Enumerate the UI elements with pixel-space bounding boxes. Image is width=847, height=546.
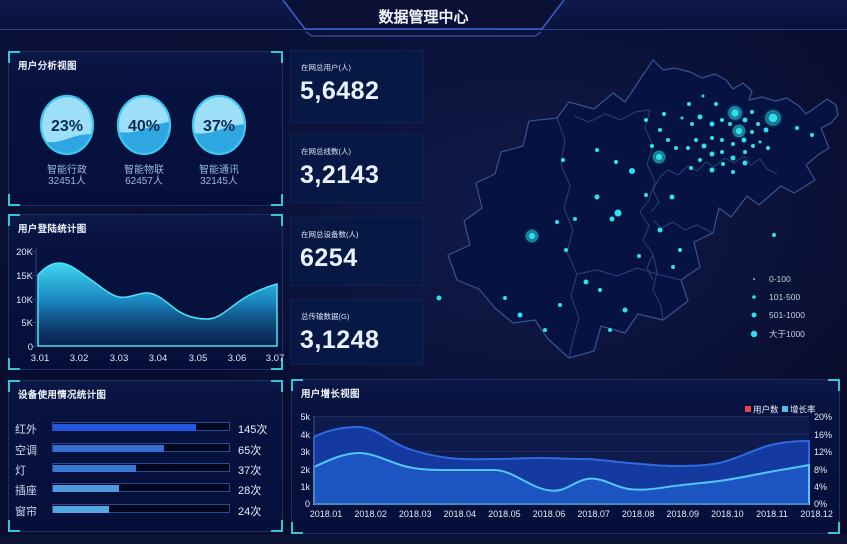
svg-text:0: 0: [305, 499, 310, 509]
svg-text:3.07: 3.07: [266, 353, 284, 364]
svg-text:5k: 5k: [300, 412, 310, 422]
svg-text:5K: 5K: [21, 318, 33, 329]
svg-text:3.03: 3.03: [110, 353, 129, 364]
svg-text:8%: 8%: [814, 465, 827, 475]
svg-text:大于1000: 大于1000: [769, 329, 805, 339]
svg-text:0: 0: [28, 342, 33, 353]
svg-text:15K: 15K: [16, 271, 34, 282]
svg-text:2018.02: 2018.02: [354, 509, 387, 519]
svg-text:0-100: 0-100: [769, 274, 791, 284]
svg-text:4%: 4%: [814, 482, 827, 492]
svg-text:3.02: 3.02: [70, 353, 89, 364]
svg-text:20%: 20%: [814, 412, 832, 422]
svg-text:16%: 16%: [814, 430, 832, 440]
svg-text:2018.06: 2018.06: [533, 509, 566, 519]
svg-text:增长率: 增长率: [790, 405, 816, 415]
svg-text:3.06: 3.06: [228, 353, 247, 364]
svg-text:0%: 0%: [814, 499, 827, 509]
svg-text:10K: 10K: [16, 295, 34, 306]
svg-text:用户数: 用户数: [753, 405, 779, 415]
svg-text:3.04: 3.04: [149, 353, 168, 364]
svg-text:2018.09: 2018.09: [667, 509, 700, 519]
svg-text:501-1000: 501-1000: [769, 310, 805, 320]
svg-text:4k: 4k: [300, 430, 310, 440]
svg-text:2018.03: 2018.03: [399, 509, 432, 519]
svg-text:2018.01: 2018.01: [310, 509, 343, 519]
svg-text:2018.08: 2018.08: [622, 509, 655, 519]
svg-text:2018.10: 2018.10: [711, 509, 744, 519]
svg-text:2018.12: 2018.12: [800, 509, 833, 519]
svg-text:40%: 40%: [128, 118, 160, 135]
svg-text:2018.11: 2018.11: [756, 509, 788, 519]
svg-text:3k: 3k: [300, 447, 310, 457]
svg-text:23%: 23%: [51, 118, 83, 135]
svg-text:1k: 1k: [300, 482, 310, 492]
svg-text:2018.04: 2018.04: [444, 509, 477, 519]
svg-text:2k: 2k: [300, 465, 310, 475]
svg-text:101-500: 101-500: [769, 292, 800, 302]
svg-text:12%: 12%: [814, 447, 832, 457]
svg-text:2018.05: 2018.05: [488, 509, 521, 519]
svg-text:3.05: 3.05: [189, 353, 208, 364]
svg-text:37%: 37%: [203, 118, 235, 135]
svg-text:2018.07: 2018.07: [577, 509, 610, 519]
svg-text:3.01: 3.01: [31, 353, 50, 364]
svg-text:20K: 20K: [16, 247, 34, 258]
